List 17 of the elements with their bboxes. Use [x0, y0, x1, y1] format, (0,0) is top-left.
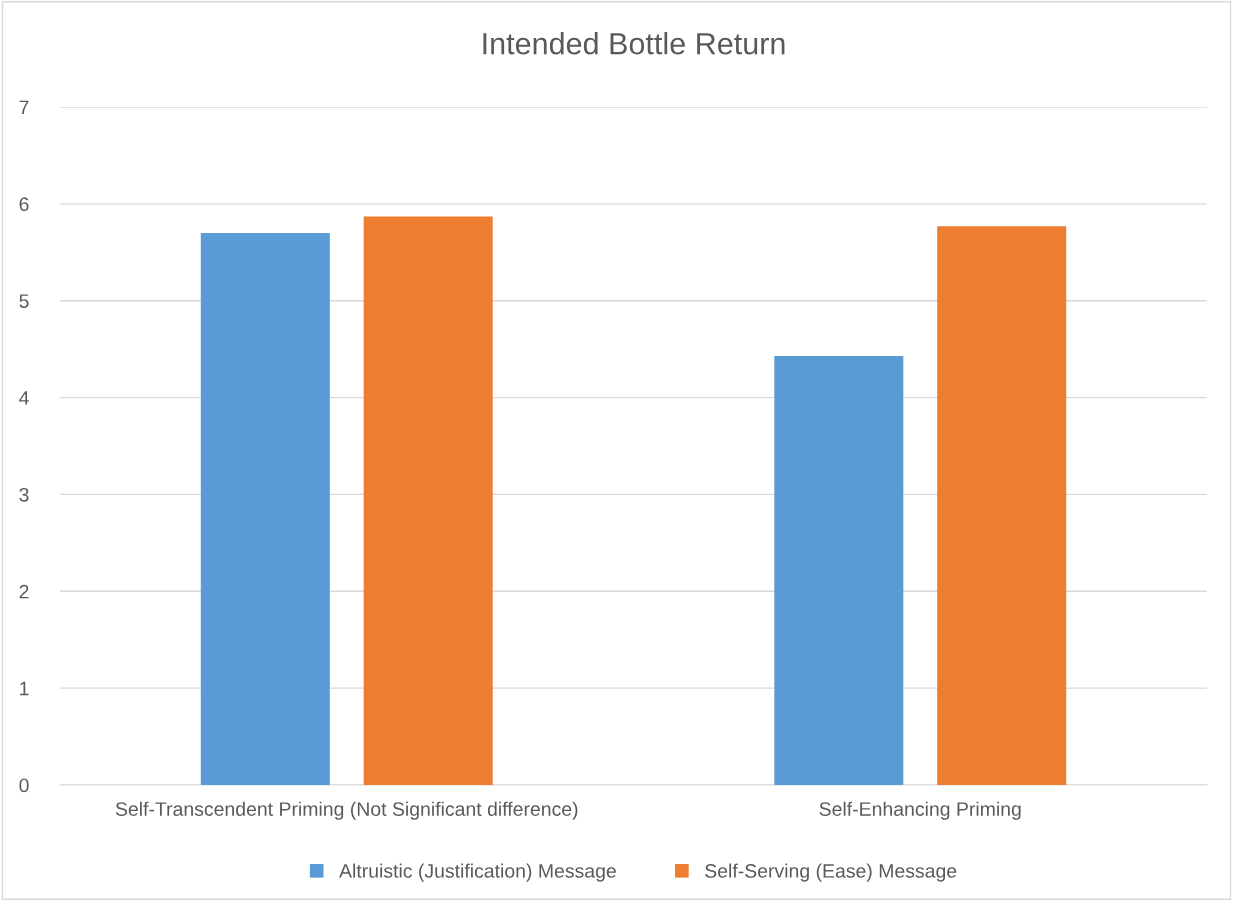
y-tick-label: 0 [19, 778, 29, 793]
bar [937, 226, 1067, 785]
y-tick-label: 7 [19, 100, 29, 115]
bar [363, 216, 493, 785]
bar [200, 232, 330, 785]
y-tick-label: 4 [19, 391, 29, 405]
y-tick-label: 5 [19, 294, 29, 308]
chart-title: Intended Bottle Return [483, 32, 785, 55]
legend-label: Altruistic (Justification) Message [339, 863, 616, 882]
x-tick-label: Self-Enhancing Priming [819, 801, 1021, 820]
y-tick-label: 6 [19, 197, 29, 212]
y-tick-label: 3 [19, 487, 29, 502]
x-tick-label: Self-Transcendent Priming (Not Significant difference) [115, 801, 578, 820]
y-tick-label: 1 [20, 681, 29, 696]
legend-label: Self-Serving (Ease) Message [705, 863, 957, 882]
y-tick-label: 2 [19, 584, 29, 599]
bar [774, 355, 904, 785]
